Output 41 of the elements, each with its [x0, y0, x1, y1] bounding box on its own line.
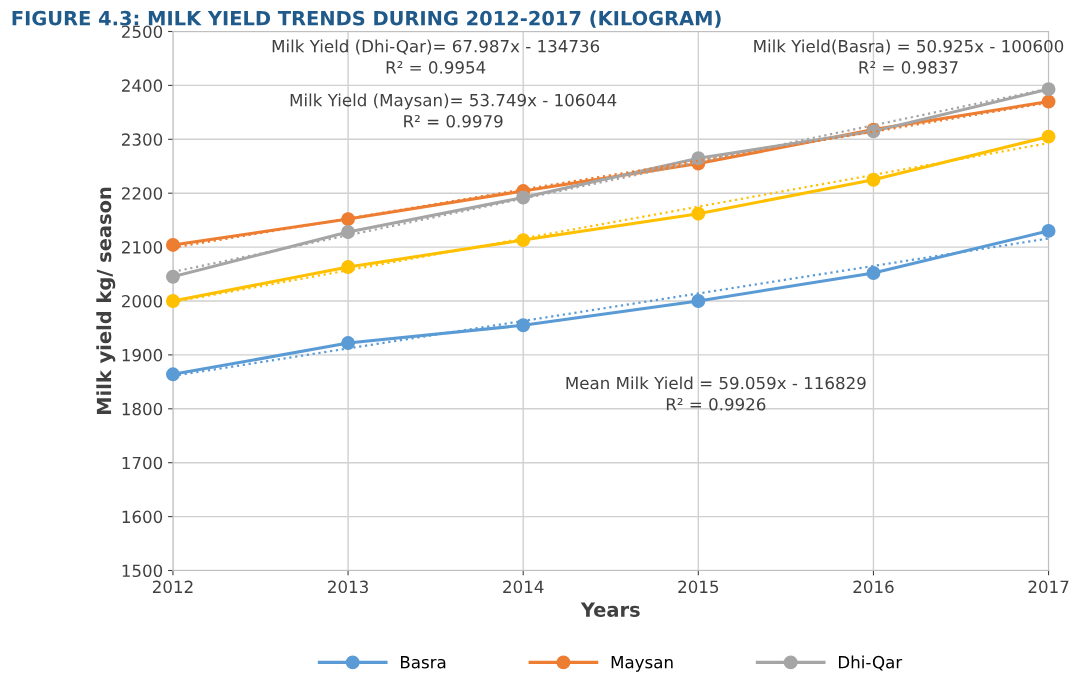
point	[341, 336, 356, 350]
y-tick-label: 2000	[122, 294, 163, 308]
annotation: Milk Yield(Basra) = 50.925x - 100600 R² = 0.9837	[754, 39, 1064, 74]
point	[516, 190, 531, 205]
annotation: Milk Yield (Dhi-Qar)= 67.987x - 134736 R² = 0.9954	[272, 39, 600, 74]
x-tick-label: 2017	[1028, 580, 1069, 594]
x-tick-label: 2013	[328, 580, 368, 594]
y-axis-title: Milk yield kg/ season	[96, 187, 116, 415]
point	[866, 266, 881, 280]
y-tick-label: 1600	[122, 510, 163, 524]
annotation: Mean Milk Yield = 59.059x - 116829 R² = 0.9926	[566, 376, 866, 411]
annotation: Milk Yield (Maysan)= 53.749x - 106044 R² = 0.9979	[290, 93, 617, 128]
legend-label: Dhi-Qar	[838, 655, 903, 671]
point	[1041, 82, 1056, 97]
point	[166, 367, 180, 382]
point	[166, 294, 180, 308]
y-tick-label: 2300	[122, 133, 163, 146]
point	[166, 237, 180, 252]
legend-label: Basra	[401, 656, 446, 669]
y-tick-label: 1700	[122, 456, 163, 470]
point	[1041, 129, 1056, 144]
point	[516, 318, 531, 333]
point	[1041, 223, 1056, 238]
point	[691, 206, 706, 221]
x-tick-label: 2012	[152, 580, 193, 594]
point	[341, 260, 356, 274]
y-tick-label: 1800	[122, 402, 163, 416]
y-tick-label: 2200	[122, 187, 163, 200]
point	[341, 225, 356, 239]
y-tick-label: 1900	[122, 348, 163, 362]
point	[516, 233, 531, 248]
point	[691, 294, 706, 308]
x-axis-title: Years	[580, 602, 640, 617]
point	[166, 269, 180, 284]
x-tick-label: 2016	[853, 580, 894, 594]
x-tick-label: 2015	[678, 580, 719, 594]
legend-label: Maysan	[611, 656, 673, 672]
y-tick-label: 2100	[122, 241, 163, 254]
x-tick-label: 2014	[503, 580, 544, 594]
y-tick-label: 2400	[122, 79, 163, 92]
y-tick-label: 1500	[122, 564, 163, 578]
